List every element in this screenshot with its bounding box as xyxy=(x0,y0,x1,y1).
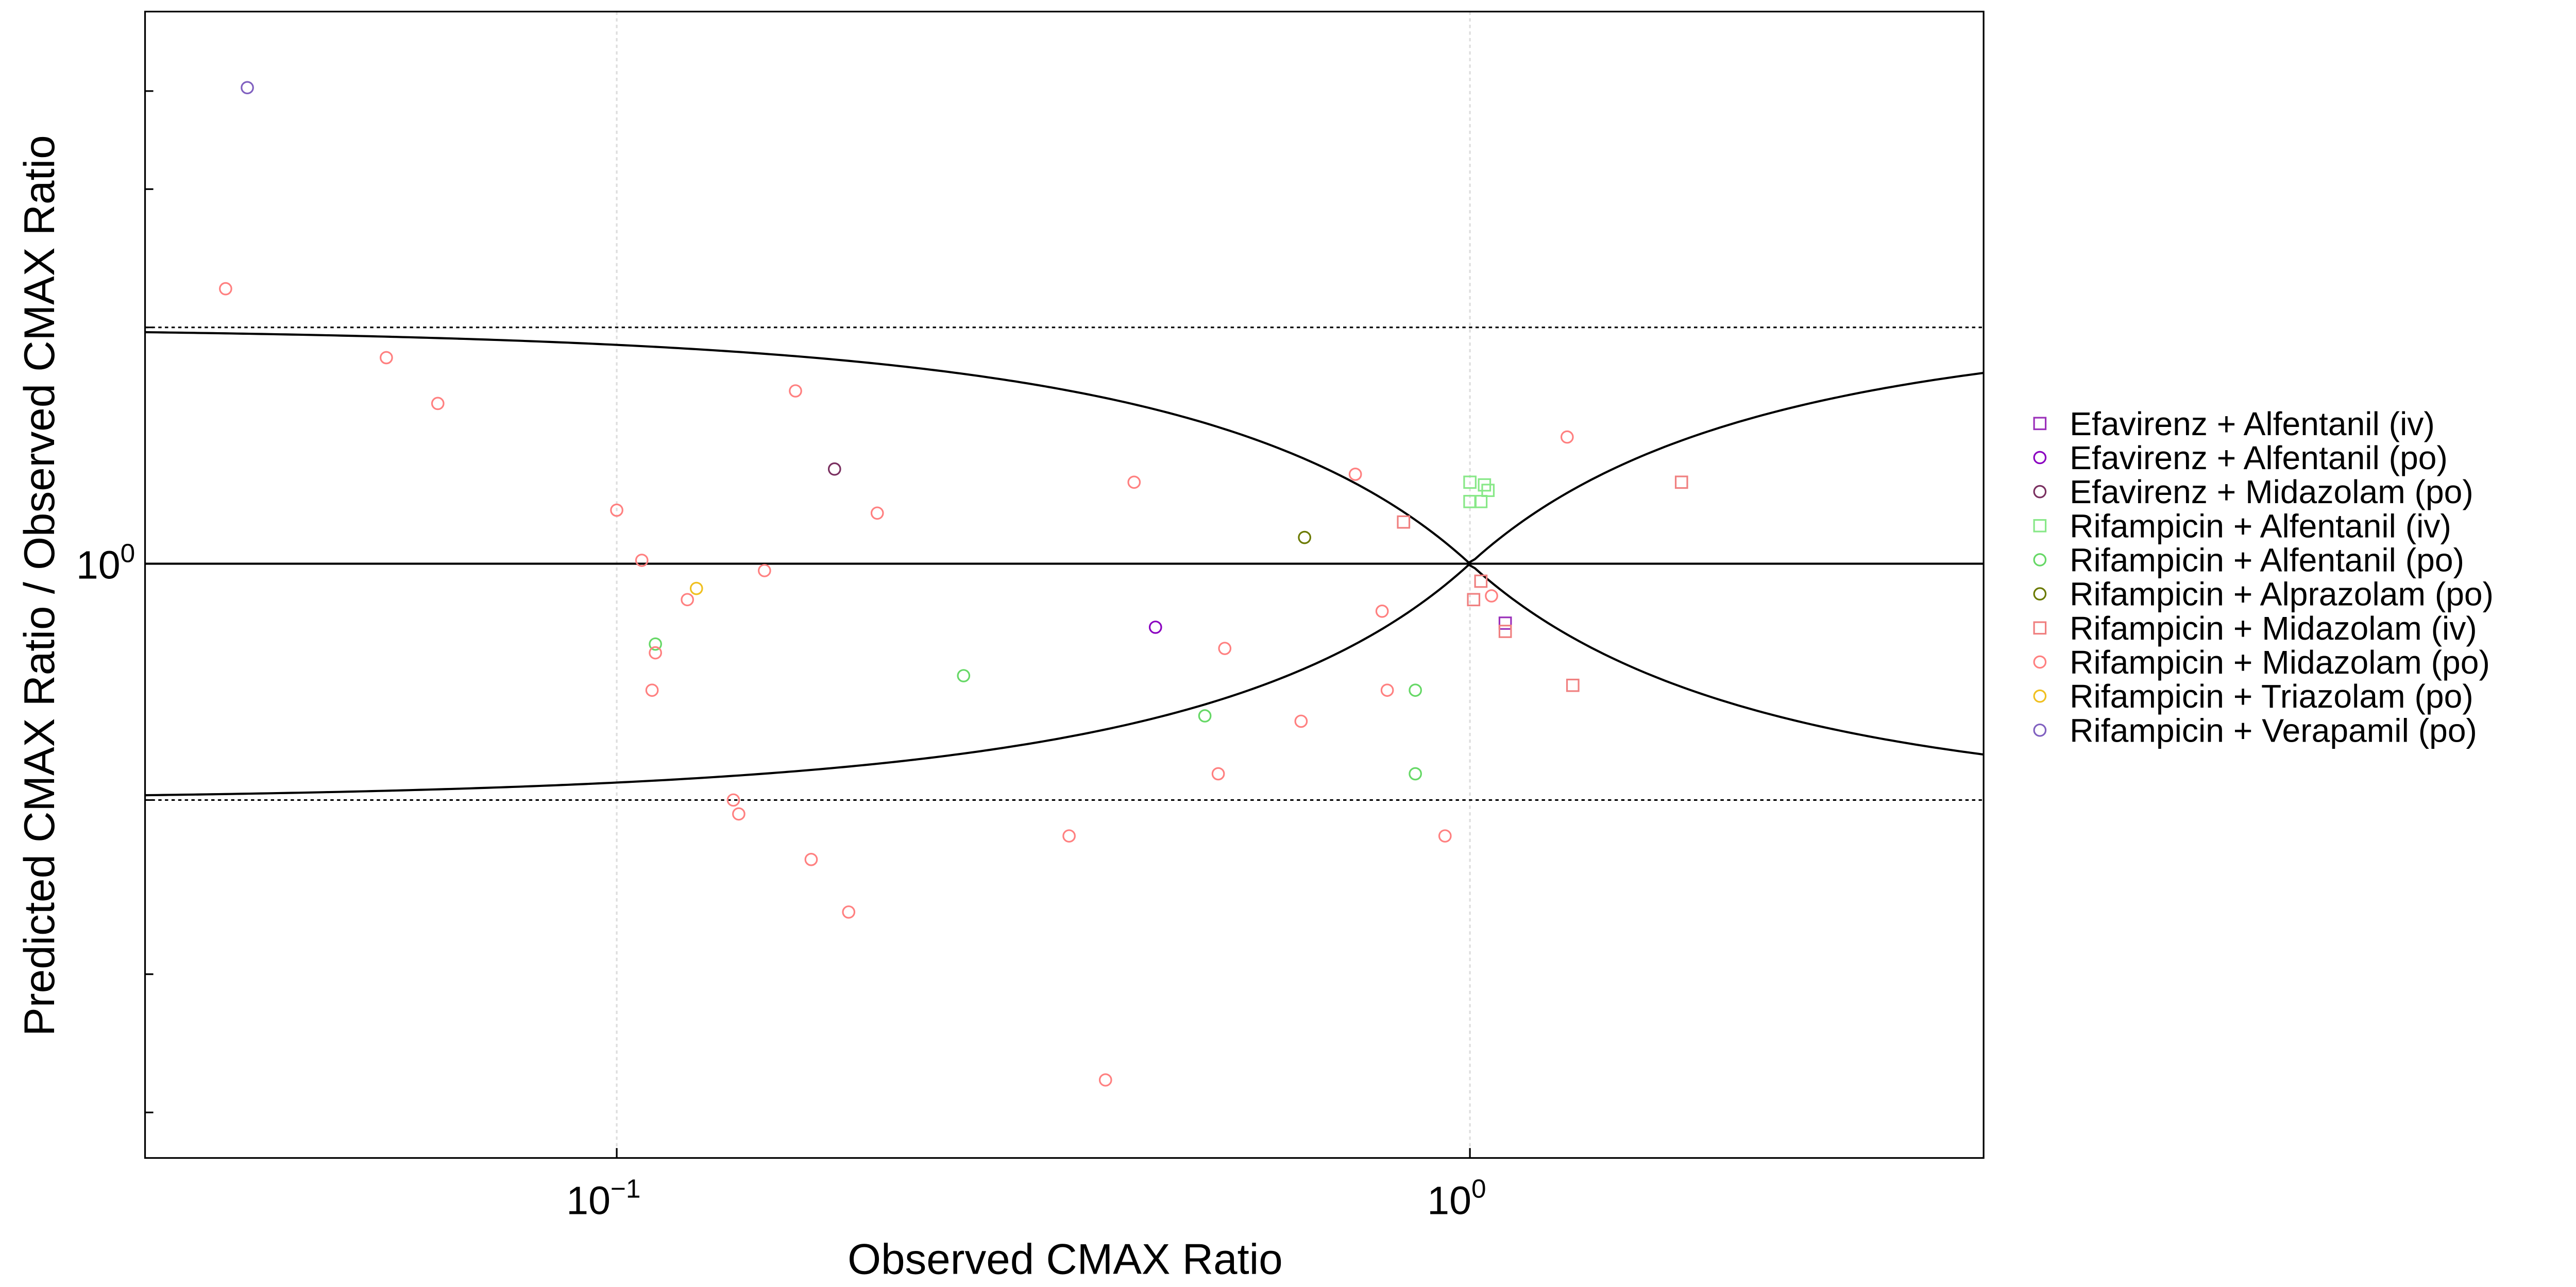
point xyxy=(649,637,662,651)
point xyxy=(1498,616,1512,630)
point xyxy=(431,397,445,410)
x-tick-label: 10−1 xyxy=(566,1174,640,1223)
tick-base: 10 xyxy=(76,543,121,587)
legend-label: Rifampicin + Triazolam (po) xyxy=(2070,678,2473,715)
point xyxy=(1498,625,1512,638)
guest-lower-limit xyxy=(145,563,1984,797)
legend-marker xyxy=(2033,689,2047,703)
legend-label: Efavirenz + Alfentanil (iv) xyxy=(2070,405,2435,442)
point xyxy=(1211,767,1225,781)
point xyxy=(1566,678,1580,692)
legend-marker xyxy=(2033,587,2047,600)
point xyxy=(1198,709,1212,723)
point xyxy=(957,669,971,682)
legend-label: Rifampicin + Alprazolam (po) xyxy=(2070,576,2494,613)
legend-label: Rifampicin + Verapamil (po) xyxy=(2070,712,2477,749)
point xyxy=(1409,767,1422,781)
point xyxy=(1674,475,1688,489)
point xyxy=(870,506,884,520)
point xyxy=(1481,484,1495,497)
point xyxy=(804,853,818,866)
point xyxy=(1380,683,1394,697)
point xyxy=(1397,515,1411,529)
point xyxy=(689,581,703,595)
point xyxy=(1485,589,1498,603)
point xyxy=(610,503,623,517)
legend-marker xyxy=(2033,723,2047,737)
point xyxy=(842,905,856,919)
guest-upper-limit xyxy=(145,331,1984,564)
point xyxy=(1467,593,1481,607)
legend-label: Rifampicin + Alfentanil (po) xyxy=(2070,541,2464,578)
plot-frame xyxy=(144,10,1985,1159)
legend-marker xyxy=(2033,519,2047,533)
legend-marker xyxy=(2033,655,2047,669)
legend-label: Rifampicin + Midazolam (po) xyxy=(2070,644,2490,681)
point xyxy=(380,351,393,365)
legend-marker xyxy=(2033,417,2047,431)
point xyxy=(1463,475,1477,489)
point xyxy=(1438,829,1452,843)
tick-exponent: −1 xyxy=(611,1174,641,1204)
legend-label: Rifampicin + Midazolam (iv) xyxy=(2070,610,2477,647)
point xyxy=(219,282,232,296)
point xyxy=(827,462,841,476)
legend-marker xyxy=(2033,485,2047,499)
tick-base: 10 xyxy=(1427,1179,1471,1223)
y-tick-label: 100 xyxy=(76,538,135,587)
point xyxy=(1348,468,1362,481)
point xyxy=(1474,574,1488,588)
point xyxy=(241,81,254,95)
point xyxy=(1218,642,1232,655)
point xyxy=(1062,829,1076,843)
point xyxy=(726,793,740,807)
point xyxy=(732,807,745,821)
legend-marker xyxy=(2033,621,2047,635)
point xyxy=(1375,604,1389,618)
point xyxy=(1409,683,1422,697)
tick-base: 10 xyxy=(566,1179,611,1223)
point xyxy=(789,384,802,398)
point xyxy=(1298,530,1311,544)
point xyxy=(635,554,649,567)
point xyxy=(1148,621,1162,634)
point xyxy=(758,564,771,577)
point xyxy=(645,683,659,697)
legend-marker xyxy=(2033,553,2047,567)
x-tick-label: 100 xyxy=(1427,1174,1486,1223)
legend-label: Efavirenz + Midazolam (po) xyxy=(2070,473,2473,510)
point xyxy=(1474,495,1488,508)
x-axis-label: Observed CMAX Ratio xyxy=(848,1234,1283,1283)
point xyxy=(1560,430,1574,444)
point xyxy=(1294,714,1308,728)
point xyxy=(681,593,694,607)
y-axis-label: Predicted CMAX Ratio / Observed CMAX Rat… xyxy=(15,135,63,1036)
point xyxy=(649,646,662,660)
point xyxy=(1098,1073,1112,1087)
legend-label: Rifampicin + Alfentanil (iv) xyxy=(2070,507,2451,544)
tick-exponent: 0 xyxy=(1471,1174,1486,1204)
tick-exponent: 0 xyxy=(121,538,135,568)
point xyxy=(1127,475,1141,489)
legend-label: Efavirenz + Alfentanil (po) xyxy=(2070,439,2448,476)
legend-marker xyxy=(2033,451,2047,465)
